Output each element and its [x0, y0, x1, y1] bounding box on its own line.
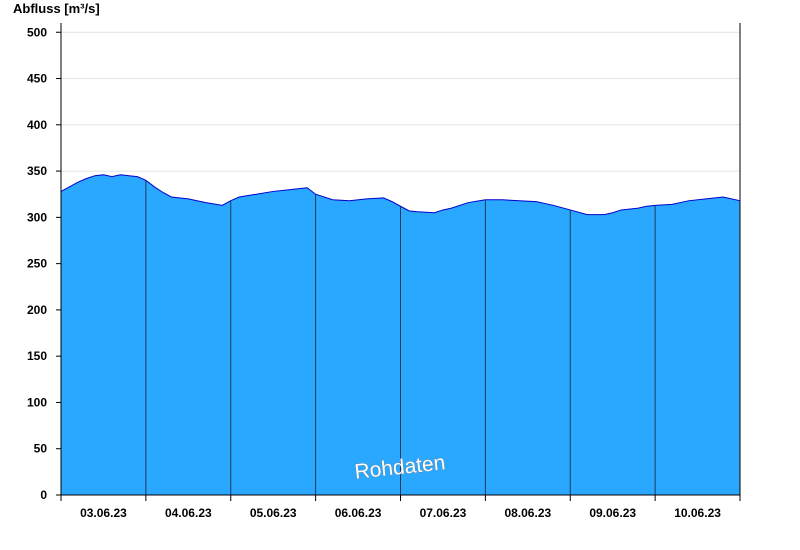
x-tick-label: 05.06.23 [250, 506, 297, 520]
day-separators [145, 180, 656, 495]
y-tick-label: 250 [27, 257, 47, 271]
x-tick-label: 04.06.23 [165, 506, 212, 520]
y-tick-label: 450 [27, 72, 47, 86]
y-tick-label: 0 [40, 488, 47, 502]
discharge-line [60, 174, 741, 216]
y-axis-ticks: 0 50 100 150 200 250 300 350 400 450 500 [27, 25, 61, 502]
x-axis-ticks: 03.06.23 04.06.23 05.06.23 06.06.23 07.06.23… [60, 495, 741, 520]
y-tick-label: 150 [27, 349, 47, 363]
x-tick-label: 10.06.23 [674, 506, 721, 520]
x-tick-label: 06.06.23 [335, 506, 382, 520]
x-tick-label: 03.06.23 [80, 506, 127, 520]
x-tick-label: 07.06.23 [420, 506, 467, 520]
x-tick-label: 08.06.23 [504, 506, 551, 520]
y-tick-label: 100 [27, 395, 47, 409]
y-tick-label: 200 [27, 303, 47, 317]
y-axis-label: Abfluss [m³/s] [13, 1, 100, 16]
y-tick-label: 350 [27, 164, 47, 178]
y-tick-label: 400 [27, 118, 47, 132]
x-tick-label: 09.06.23 [589, 506, 636, 520]
y-tick-label: 300 [27, 210, 47, 224]
y-tick-label: 50 [34, 442, 48, 456]
y-tick-label: 500 [27, 25, 47, 39]
